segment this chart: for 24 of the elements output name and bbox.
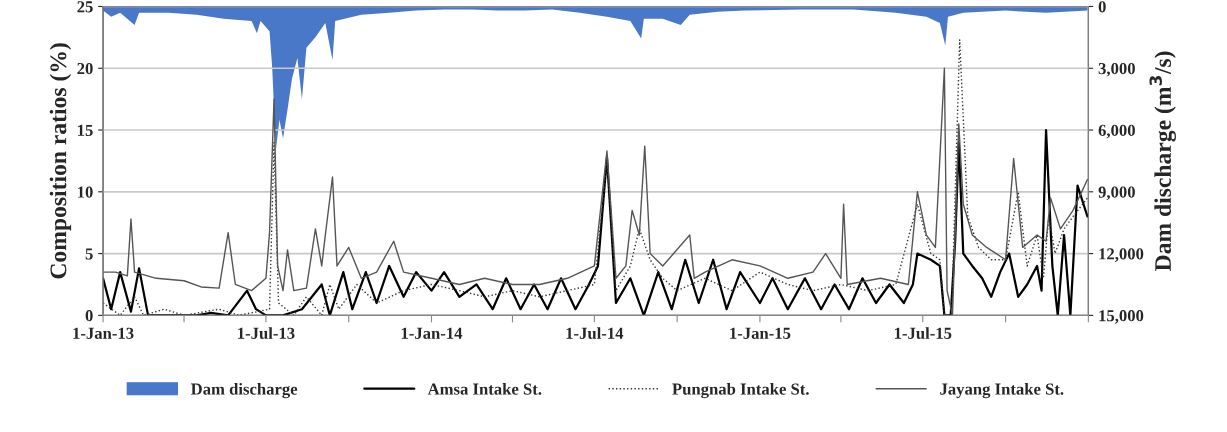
legend-label: Jayang Intake St. bbox=[940, 382, 1064, 399]
x-tick-label: 1-Jan-14 bbox=[401, 327, 463, 339]
y2-tick-label: 9,000 bbox=[1098, 186, 1135, 201]
legend-label: Amsa Intake St. bbox=[427, 382, 542, 395]
x-tick-label: 1-Jan-15 bbox=[730, 327, 791, 339]
x-tick-label: 1-Jul-13 bbox=[238, 327, 295, 339]
y2-tick-label: 15,000 bbox=[1099, 310, 1144, 324]
y2-tick-label: 6,000 bbox=[1098, 124, 1135, 139]
legend-label: Pungnab Intake St. bbox=[672, 382, 809, 399]
x-tick-label: 1-Jul-14 bbox=[566, 327, 624, 339]
y-tick-label: 10 bbox=[78, 186, 93, 198]
y-tick-label: 0 bbox=[85, 310, 93, 322]
y2-tick-label: 3,000 bbox=[1098, 62, 1135, 77]
y2-axis-title: Dam discharge (m$^{3}$/s) bbox=[1149, 51, 1176, 271]
y-tick-label: 15 bbox=[78, 124, 93, 136]
y-tick-label: 20 bbox=[77, 62, 93, 75]
y-axis-title: Composition ratios (%) bbox=[49, 43, 72, 279]
y2-tick-label: 12,000 bbox=[1099, 248, 1144, 262]
y-tick-label: 25 bbox=[77, 1, 93, 13]
y2-tick-label: 0 bbox=[1098, 1, 1106, 13]
x-tick-label: 1-Jan-13 bbox=[73, 327, 134, 339]
y-tick-label: 5 bbox=[85, 248, 93, 260]
legend-label: Dam discharge bbox=[190, 382, 298, 399]
x-tick-label: 1-Jul-15 bbox=[894, 327, 952, 339]
